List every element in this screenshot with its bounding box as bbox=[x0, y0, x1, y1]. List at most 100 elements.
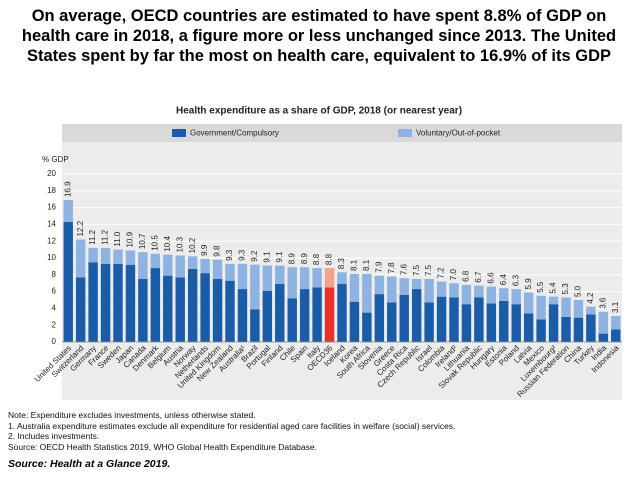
chart-title: Health expenditure as a share of GDP, 20… bbox=[176, 106, 462, 117]
bar-segment bbox=[200, 273, 210, 342]
total-label: 9.3 bbox=[238, 249, 247, 261]
total-label: 10.2 bbox=[188, 237, 197, 253]
bar-segment bbox=[449, 283, 459, 298]
bar-segment bbox=[598, 333, 609, 342]
bar-segment bbox=[449, 297, 459, 342]
bar-segment bbox=[100, 263, 111, 342]
total-label: 3.6 bbox=[598, 297, 607, 309]
bar-segment bbox=[536, 295, 546, 320]
bar-segment bbox=[561, 316, 571, 342]
bar-segment bbox=[225, 280, 235, 342]
bar-segment bbox=[312, 287, 322, 342]
y-tick-label: 0 bbox=[52, 337, 57, 346]
bar-segment bbox=[499, 288, 509, 301]
y-tick-label: 10 bbox=[47, 253, 56, 262]
bar-segment bbox=[63, 221, 73, 342]
bar-segment bbox=[461, 304, 472, 342]
total-label: 9.2 bbox=[250, 250, 259, 262]
bar-segment bbox=[586, 314, 596, 342]
total-label: 11.2 bbox=[88, 229, 97, 245]
total-label: 9.1 bbox=[275, 251, 284, 263]
bar-segment bbox=[349, 301, 360, 342]
y-tick-label: 8 bbox=[52, 270, 57, 279]
bar-segment bbox=[125, 264, 136, 342]
bar-segment bbox=[175, 277, 185, 342]
total-label: 8.9 bbox=[287, 253, 296, 265]
chart: Health expenditure as a share of GDP, 20… bbox=[33, 106, 622, 400]
bar-segment bbox=[611, 315, 621, 330]
bar-segment bbox=[175, 255, 185, 278]
bar-segment bbox=[337, 272, 347, 285]
bar-segment bbox=[250, 264, 260, 310]
total-label: 8.8 bbox=[325, 253, 334, 265]
total-label: 11.0 bbox=[113, 231, 122, 247]
y-tick-label: 14 bbox=[47, 220, 56, 229]
bar-segment bbox=[523, 313, 534, 342]
bar-segment bbox=[337, 284, 347, 342]
total-label: 5.9 bbox=[524, 278, 533, 290]
total-label: 5.0 bbox=[574, 285, 583, 297]
total-label: 10.5 bbox=[150, 235, 159, 251]
bar-segment bbox=[411, 289, 422, 342]
bar-segment bbox=[212, 279, 223, 342]
bar-segment bbox=[187, 256, 198, 269]
legend-swatch bbox=[172, 129, 186, 137]
y-tick-label: 12 bbox=[47, 236, 56, 245]
total-label: 5.3 bbox=[561, 283, 570, 295]
total-label: 11.2 bbox=[101, 229, 110, 245]
bar-segment bbox=[100, 247, 111, 264]
bar-segment bbox=[586, 306, 596, 315]
total-label: 16.9 bbox=[63, 181, 72, 197]
total-label: 6.6 bbox=[486, 272, 495, 284]
bar-segment bbox=[474, 297, 484, 342]
bar-segment bbox=[511, 304, 521, 342]
bar-segment bbox=[75, 239, 86, 278]
y-tick-label: 2 bbox=[52, 320, 57, 329]
legend-label: Voluntary/Out-of-pocket bbox=[416, 129, 501, 138]
total-label: 10.7 bbox=[138, 233, 147, 249]
bar-segment bbox=[138, 279, 148, 342]
bar-segment bbox=[399, 294, 409, 342]
legend-swatch bbox=[398, 129, 412, 137]
bar-segment bbox=[113, 249, 123, 264]
bar-segment bbox=[499, 300, 509, 342]
legend-strip bbox=[62, 124, 622, 142]
bar-segment bbox=[362, 312, 372, 342]
bar-segment bbox=[250, 309, 260, 342]
bar-segment bbox=[474, 285, 484, 298]
bar-segment bbox=[287, 267, 297, 299]
bar-segment bbox=[387, 276, 397, 303]
bar-segment bbox=[75, 277, 86, 342]
y-tick-label: 18 bbox=[47, 186, 56, 195]
total-label: 3.1 bbox=[611, 301, 620, 313]
note-line: 2. Includes investments. bbox=[8, 431, 100, 441]
bar-segment bbox=[548, 304, 559, 342]
bar-segment bbox=[399, 278, 409, 295]
notes: Note: Expenditure excludes investments, … bbox=[8, 410, 455, 452]
bar-segment bbox=[424, 279, 434, 303]
bar-segment bbox=[262, 265, 273, 291]
total-label: 9.3 bbox=[225, 249, 234, 261]
bar-segment bbox=[436, 296, 447, 342]
bar-segment bbox=[349, 273, 360, 302]
bar-segment bbox=[163, 275, 173, 342]
bar-segment bbox=[312, 268, 322, 288]
total-label: 8.1 bbox=[350, 259, 359, 271]
y-tick-label: 4 bbox=[52, 304, 57, 313]
bar-segment bbox=[150, 253, 161, 269]
bar-segment bbox=[411, 279, 422, 290]
bar-segment bbox=[374, 275, 385, 295]
note-line: 1. Australia expenditure estimates exclu… bbox=[8, 420, 456, 431]
y-tick-label: 20 bbox=[47, 169, 56, 178]
total-label: 7.5 bbox=[424, 264, 433, 276]
bar-segment bbox=[200, 258, 210, 274]
bar-segment bbox=[424, 302, 434, 342]
total-label: 10.3 bbox=[175, 236, 184, 252]
total-label: 6.3 bbox=[511, 274, 520, 286]
bar-segment bbox=[299, 289, 310, 342]
bar-segment bbox=[88, 262, 98, 342]
total-label: 8.1 bbox=[362, 259, 371, 271]
total-label: 7.0 bbox=[449, 269, 458, 281]
bar-segment bbox=[573, 300, 584, 318]
